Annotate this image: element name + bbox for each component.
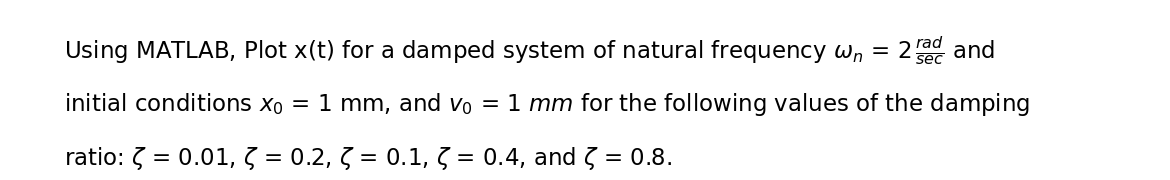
Text: ratio: $\zeta$ = 0.01, $\zeta$ = 0.2, $\zeta$ = 0.1, $\zeta$ = 0.4, and $\zeta$ : ratio: $\zeta$ = 0.01, $\zeta$ = 0.2, $\… <box>64 145 673 172</box>
Text: initial conditions $x_0$ = 1 mm, and $v_0$ = 1 $mm$ for the following values of : initial conditions $x_0$ = 1 mm, and $v_… <box>64 91 1031 118</box>
Text: Using MATLAB, Plot x(t) for a damped system of natural frequency $\omega_n$ = 2$: Using MATLAB, Plot x(t) for a damped sys… <box>64 34 996 67</box>
